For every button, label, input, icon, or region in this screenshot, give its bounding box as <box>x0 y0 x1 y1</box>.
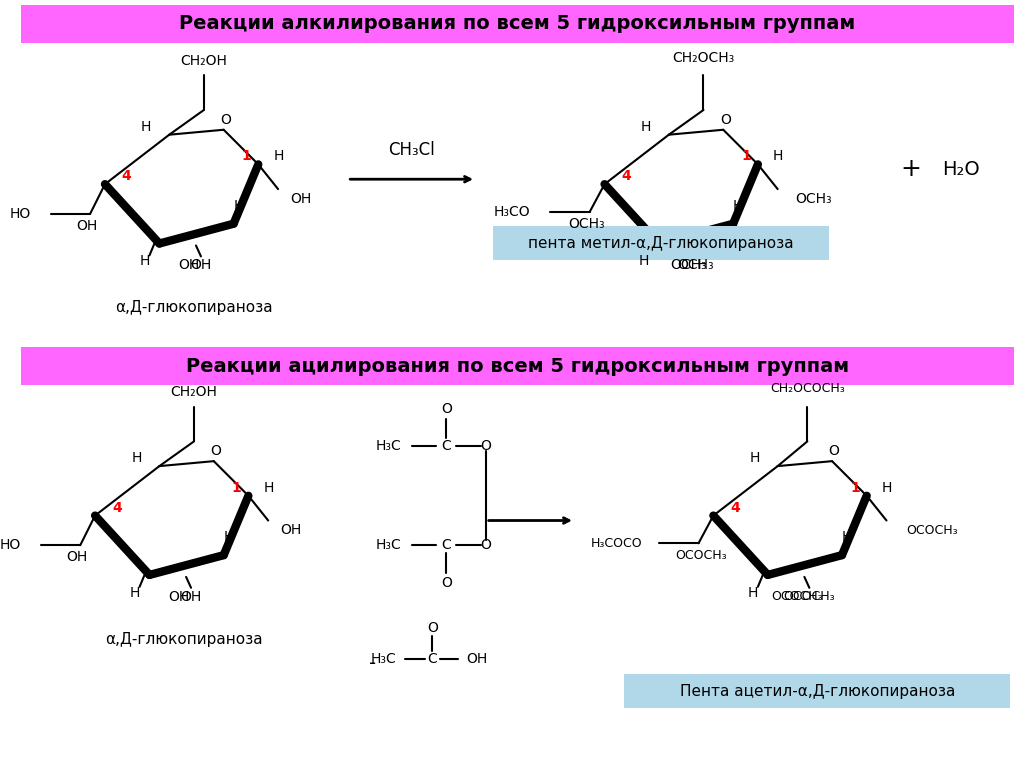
Text: CH₃Cl: CH₃Cl <box>388 140 435 159</box>
Text: OCOCH₃: OCOCH₃ <box>906 524 957 537</box>
Text: H: H <box>273 150 284 163</box>
Text: H: H <box>748 586 758 600</box>
Text: Реакции алкилирования по всем 5 гидроксильным группам: Реакции алкилирования по всем 5 гидрокси… <box>179 15 856 34</box>
Text: OH: OH <box>190 258 212 272</box>
Text: O: O <box>720 113 731 127</box>
Text: OCH₃: OCH₃ <box>677 258 714 272</box>
Text: α,Д-глюкопираноза: α,Д-глюкопираноза <box>105 632 263 647</box>
Text: пента метил-α,Д-глюкопираноза: пента метил-α,Д-глюкопираноза <box>528 236 794 251</box>
Text: H: H <box>129 586 140 600</box>
Text: 1: 1 <box>741 150 751 163</box>
Text: H: H <box>882 481 892 495</box>
Text: Пента ацетил-α,Д-глюкопираноза: Пента ацетил-α,Д-глюкопираноза <box>680 684 955 700</box>
Text: O: O <box>480 439 492 453</box>
Text: OCOCH₃: OCOCH₃ <box>772 590 823 603</box>
Text: H: H <box>842 530 852 545</box>
Text: H₃C: H₃C <box>371 652 397 666</box>
Text: HO: HO <box>0 538 20 552</box>
Text: 1: 1 <box>850 481 860 495</box>
Text: O: O <box>440 402 452 416</box>
Text: H: H <box>263 481 273 495</box>
Text: C: C <box>441 439 452 453</box>
Text: H₃C: H₃C <box>376 538 401 552</box>
Text: CH₂OH: CH₂OH <box>180 54 227 67</box>
Text: OCH₃: OCH₃ <box>568 217 605 231</box>
Text: OCH₃: OCH₃ <box>796 192 833 206</box>
Text: H: H <box>139 255 150 268</box>
Text: Реакции ацилирования по всем 5 гидроксильным группам: Реакции ацилирования по всем 5 гидроксил… <box>186 357 849 376</box>
Text: O: O <box>210 444 221 458</box>
Text: OH: OH <box>67 550 88 564</box>
Text: O: O <box>220 113 231 127</box>
Text: OH: OH <box>178 258 200 272</box>
Text: OH: OH <box>180 590 202 604</box>
Text: 4: 4 <box>730 501 740 515</box>
Text: 4: 4 <box>122 170 132 183</box>
Text: OH: OH <box>77 219 97 232</box>
Text: H: H <box>223 530 233 545</box>
Bar <box>20 347 1014 385</box>
Text: O: O <box>828 444 840 458</box>
Text: OCOCH₃: OCOCH₃ <box>676 548 727 561</box>
Text: α,Д-глюкопираноза: α,Д-глюкопираноза <box>115 301 272 315</box>
Text: CH₂OCOCH₃: CH₂OCOCH₃ <box>770 383 845 396</box>
Text: H: H <box>141 120 152 133</box>
Text: 4: 4 <box>622 170 631 183</box>
Text: H₃COCO: H₃COCO <box>591 537 642 550</box>
Text: H₃CO: H₃CO <box>494 205 530 219</box>
Bar <box>20 5 1014 43</box>
Text: 4: 4 <box>112 501 122 515</box>
Text: 1: 1 <box>231 481 242 495</box>
Text: OH: OH <box>290 192 311 206</box>
Text: H: H <box>773 150 783 163</box>
Text: H: H <box>750 451 760 466</box>
Text: C: C <box>441 538 452 552</box>
Text: O: O <box>427 621 438 635</box>
Text: OH: OH <box>169 590 189 604</box>
Text: HO: HO <box>9 207 31 221</box>
Text: -: - <box>369 654 376 673</box>
Text: OCOCH₃: OCOCH₃ <box>783 590 836 603</box>
Text: H: H <box>641 120 651 133</box>
Text: C: C <box>428 652 437 666</box>
Bar <box>493 225 829 260</box>
Text: H: H <box>131 451 141 466</box>
Text: H: H <box>233 199 244 213</box>
Text: OH: OH <box>281 523 301 538</box>
Text: O: O <box>440 576 452 590</box>
Bar <box>625 674 1010 709</box>
Text: OH: OH <box>466 652 487 666</box>
Text: H₂O: H₂O <box>942 160 980 179</box>
Text: H₃C: H₃C <box>376 439 401 453</box>
Text: O: O <box>480 538 492 552</box>
Text: H: H <box>733 199 743 213</box>
Text: +: + <box>901 157 922 181</box>
Text: CH₂OH: CH₂OH <box>171 385 217 399</box>
Text: H: H <box>639 255 649 268</box>
Text: 1: 1 <box>242 150 251 163</box>
Text: OCH₃: OCH₃ <box>671 258 707 272</box>
Text: CH₂OCH₃: CH₂OCH₃ <box>673 51 734 64</box>
